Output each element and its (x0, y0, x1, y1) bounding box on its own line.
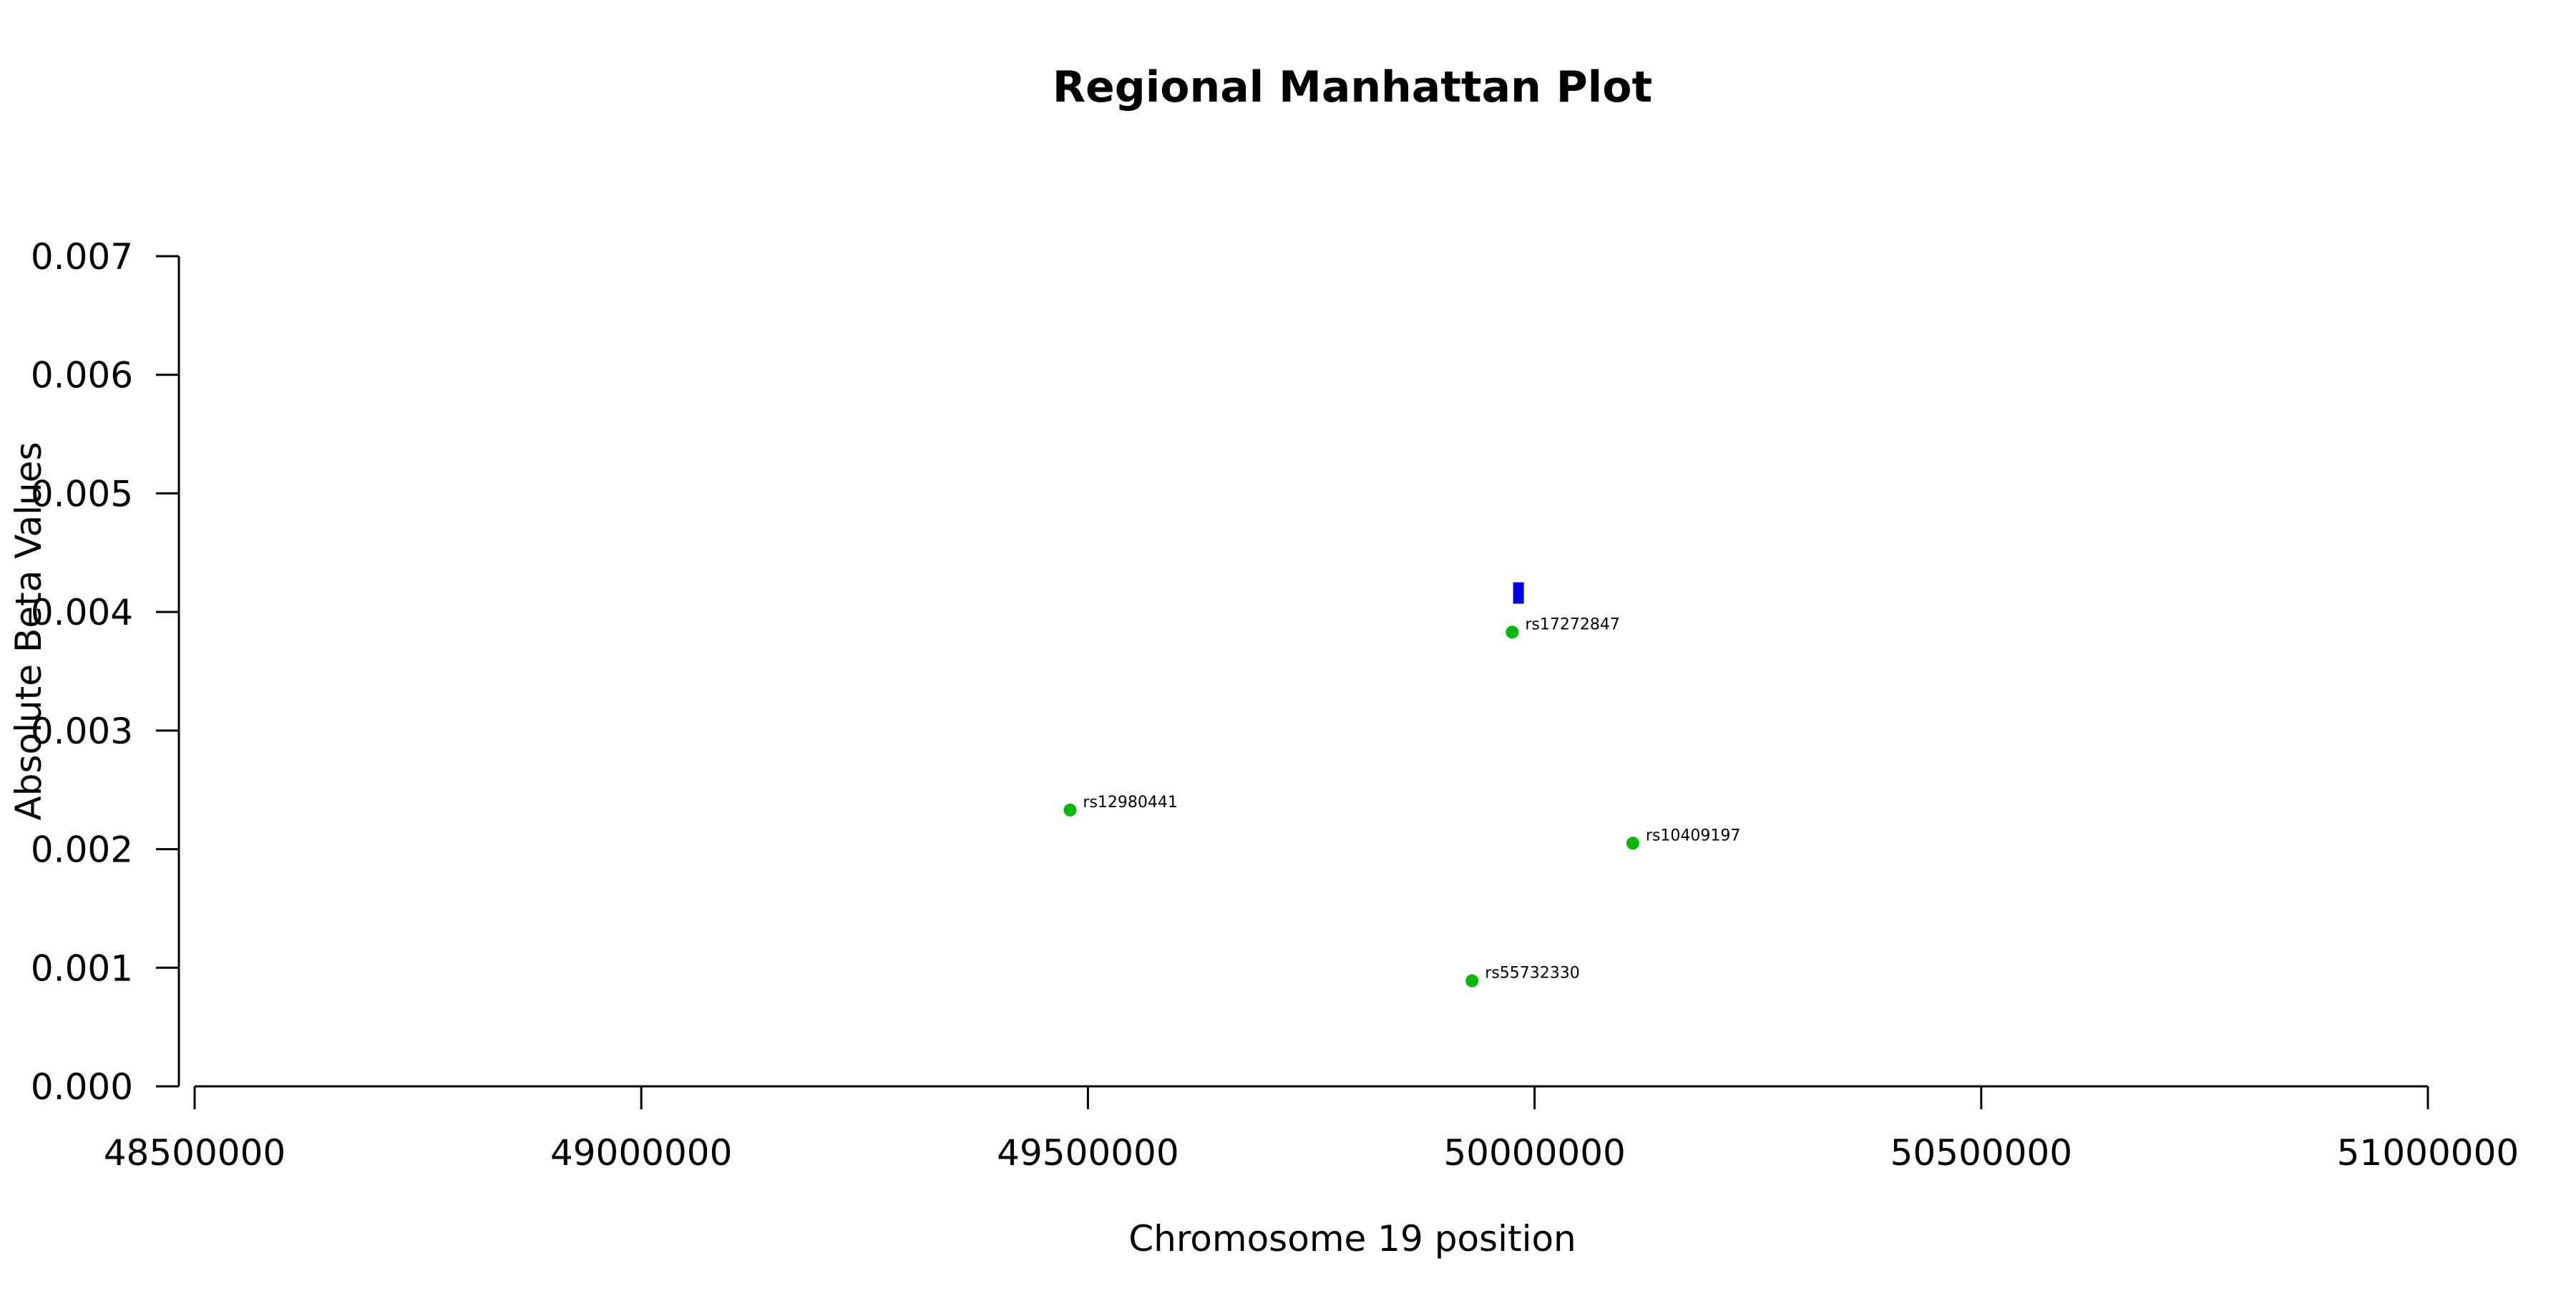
snp-label: rs10409197 (1646, 827, 1740, 844)
x-tick-label: 49000000 (550, 1132, 733, 1174)
x-tick-label: 51000000 (2337, 1132, 2519, 1174)
y-tick-label: 0.002 (31, 829, 133, 871)
snp-point (1465, 974, 1479, 988)
snp-points: rs12980441 rs17272847 rs10409197 rs55732330 (1063, 615, 1740, 988)
snp-point (1506, 625, 1519, 639)
x-tick-label: 50000000 (1443, 1132, 1626, 1174)
snp-label: rs12980441 (1083, 794, 1177, 812)
x-axis-label: Chromosome 19 position (1128, 1218, 1576, 1260)
y-tick-label: 0.003 (31, 711, 133, 752)
snp-point (1063, 803, 1077, 817)
y-tick-label: 0.000 (31, 1066, 133, 1108)
y-tick-label: 0.007 (31, 236, 133, 278)
chart-title: Regional Manhattan Plot (1053, 62, 1652, 112)
y-tick-label: 0.004 (31, 592, 133, 633)
x-tick-label: 48500000 (104, 1132, 286, 1174)
snp-label: rs55732330 (1485, 965, 1579, 983)
x-tick-label: 49500000 (997, 1132, 1179, 1174)
gene-marker (1513, 582, 1524, 604)
gene-marker-layer (1513, 582, 1524, 604)
y-tick-label: 0.001 (31, 947, 133, 989)
x-axis-ticks: 48500000 49000000 49500000 50000000 50500000… (104, 1086, 2519, 1174)
y-tick-label: 0.006 (31, 355, 133, 396)
x-tick-label: 50500000 (1890, 1132, 2073, 1174)
snp-point (1626, 837, 1639, 850)
y-tick-label: 0.005 (31, 473, 133, 515)
y-axis-label: Absolute Beta Values (8, 442, 49, 821)
snp-label: rs17272847 (1525, 615, 1619, 633)
y-axis-ticks: 0.000 0.001 0.002 0.003 0.004 0.005 0.006 0.007 (31, 236, 179, 1108)
